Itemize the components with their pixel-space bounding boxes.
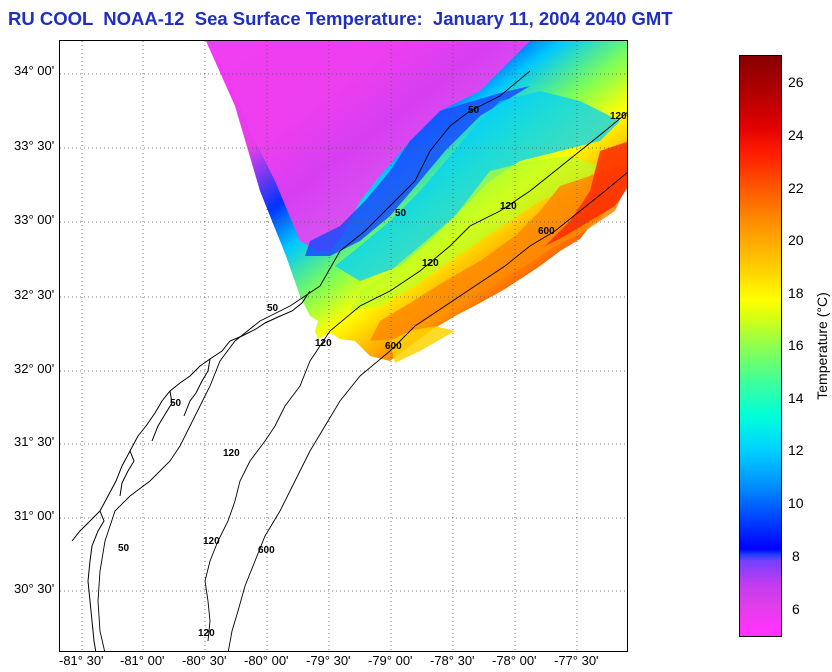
coastline — [71, 290, 311, 651]
graticule — [60, 41, 627, 651]
contour-label: 120 — [610, 111, 627, 122]
lat-tick-label: 31° 00' — [14, 508, 55, 523]
lat-tick-label: 32° 00' — [14, 361, 55, 376]
colorbar-tick-label: 26 — [788, 74, 804, 90]
lat-tick-label: 33° 30' — [14, 138, 55, 153]
contour-label: 120 — [198, 628, 215, 639]
contour-label: 50 — [468, 105, 480, 116]
sst-data-swath — [206, 41, 627, 363]
contour-label: 50 — [118, 543, 130, 554]
contour-labels: 50 50 50 50 50 120 120 120 120 120 120 1… — [118, 105, 627, 639]
lon-tick-label: -77° 30' — [554, 653, 599, 668]
contour-label: 120 — [203, 536, 220, 547]
lat-tick-label: 32° 30' — [14, 287, 55, 302]
contour-label: 600 — [258, 545, 275, 556]
colorbar-tick-label: 8 — [792, 548, 800, 564]
colorbar-tick-label: 24 — [788, 127, 804, 143]
colorbar-tick-label: 20 — [788, 232, 804, 248]
contour-label: 600 — [538, 226, 555, 237]
bathymetry-contours — [97, 70, 627, 651]
lon-tick-label: -79° 30' — [306, 653, 351, 668]
lon-tick-label: -78° 00' — [492, 653, 537, 668]
contour-label: 50 — [267, 303, 279, 314]
contour-label: 50 — [395, 208, 407, 219]
lon-tick-label: -81° 00' — [120, 653, 165, 668]
lon-tick-label: -81° 30' — [59, 653, 104, 668]
lon-tick-label: -80° 00' — [244, 653, 289, 668]
lat-tick-label: 33° 00' — [14, 212, 55, 227]
colorbar-tick-label: 14 — [788, 390, 804, 406]
contour-label: 120 — [223, 448, 240, 459]
lat-tick-label: 34° 00' — [14, 63, 55, 78]
colorbar-tick-label: 22 — [788, 180, 804, 196]
sst-map-svg: 50 50 50 50 50 120 120 120 120 120 120 1… — [60, 41, 627, 651]
contour-label: 120 — [422, 258, 439, 269]
lon-tick-label: -78° 30' — [430, 653, 475, 668]
contour-label: 120 — [315, 338, 332, 349]
colorbar-tick-label: 10 — [788, 495, 804, 511]
lon-tick-label: -80° 30' — [182, 653, 227, 668]
contour-label: 120 — [500, 201, 517, 212]
colorbar-tick-label: 18 — [788, 285, 804, 301]
contour-label: 50 — [170, 398, 182, 409]
map-title: RU COOL NOAA-12 Sea Surface Temperature:… — [8, 8, 673, 29]
colorbar-tick-label: 6 — [792, 601, 800, 617]
colorbar-title: Temperature (°C) — [814, 292, 830, 400]
lat-tick-label: 31° 30' — [14, 434, 55, 449]
colorbar-tick-label: 12 — [788, 442, 804, 458]
sst-map-panel: 50 50 50 50 50 120 120 120 120 120 120 1… — [59, 40, 628, 652]
contour-label: 600 — [385, 341, 402, 352]
lon-tick-label: -79° 00' — [368, 653, 413, 668]
colorbar-tick-label: 16 — [788, 337, 804, 353]
lat-tick-label: 30° 30' — [14, 581, 55, 596]
temperature-colorbar — [739, 55, 782, 637]
